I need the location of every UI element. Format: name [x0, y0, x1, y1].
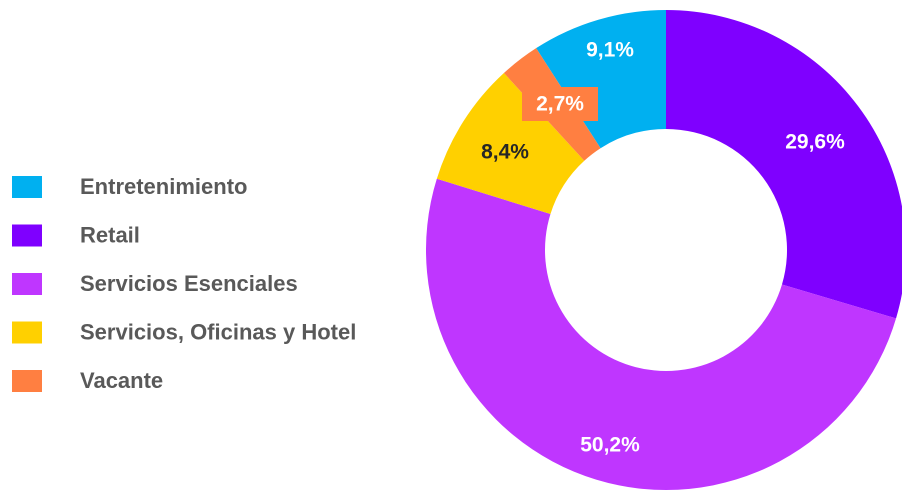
- legend-swatch: [12, 224, 42, 247]
- slice-label: 2,7%: [536, 93, 584, 116]
- legend-swatch: [12, 273, 42, 295]
- slice-label: 9,1%: [586, 39, 634, 62]
- legend-text: Vacante: [80, 368, 163, 393]
- legend-text: Entretenimiento: [80, 174, 247, 199]
- label-box: [522, 87, 598, 121]
- legend-text: Servicios, Oficinas y Hotel: [80, 319, 356, 344]
- slice-label: 29,6%: [785, 131, 845, 154]
- legend-swatch: [12, 176, 42, 198]
- legend-swatch: [12, 370, 42, 392]
- legend-swatch: [12, 321, 42, 344]
- slice: [426, 178, 897, 490]
- slice: [536, 10, 666, 149]
- legend-text: Retail: [80, 222, 140, 247]
- slice-label: 50,2%: [580, 434, 640, 457]
- slice: [666, 10, 902, 319]
- legend-text: Servicios Esenciales: [80, 271, 298, 296]
- slice-label: 8,4%: [481, 141, 529, 164]
- slice: [436, 72, 585, 215]
